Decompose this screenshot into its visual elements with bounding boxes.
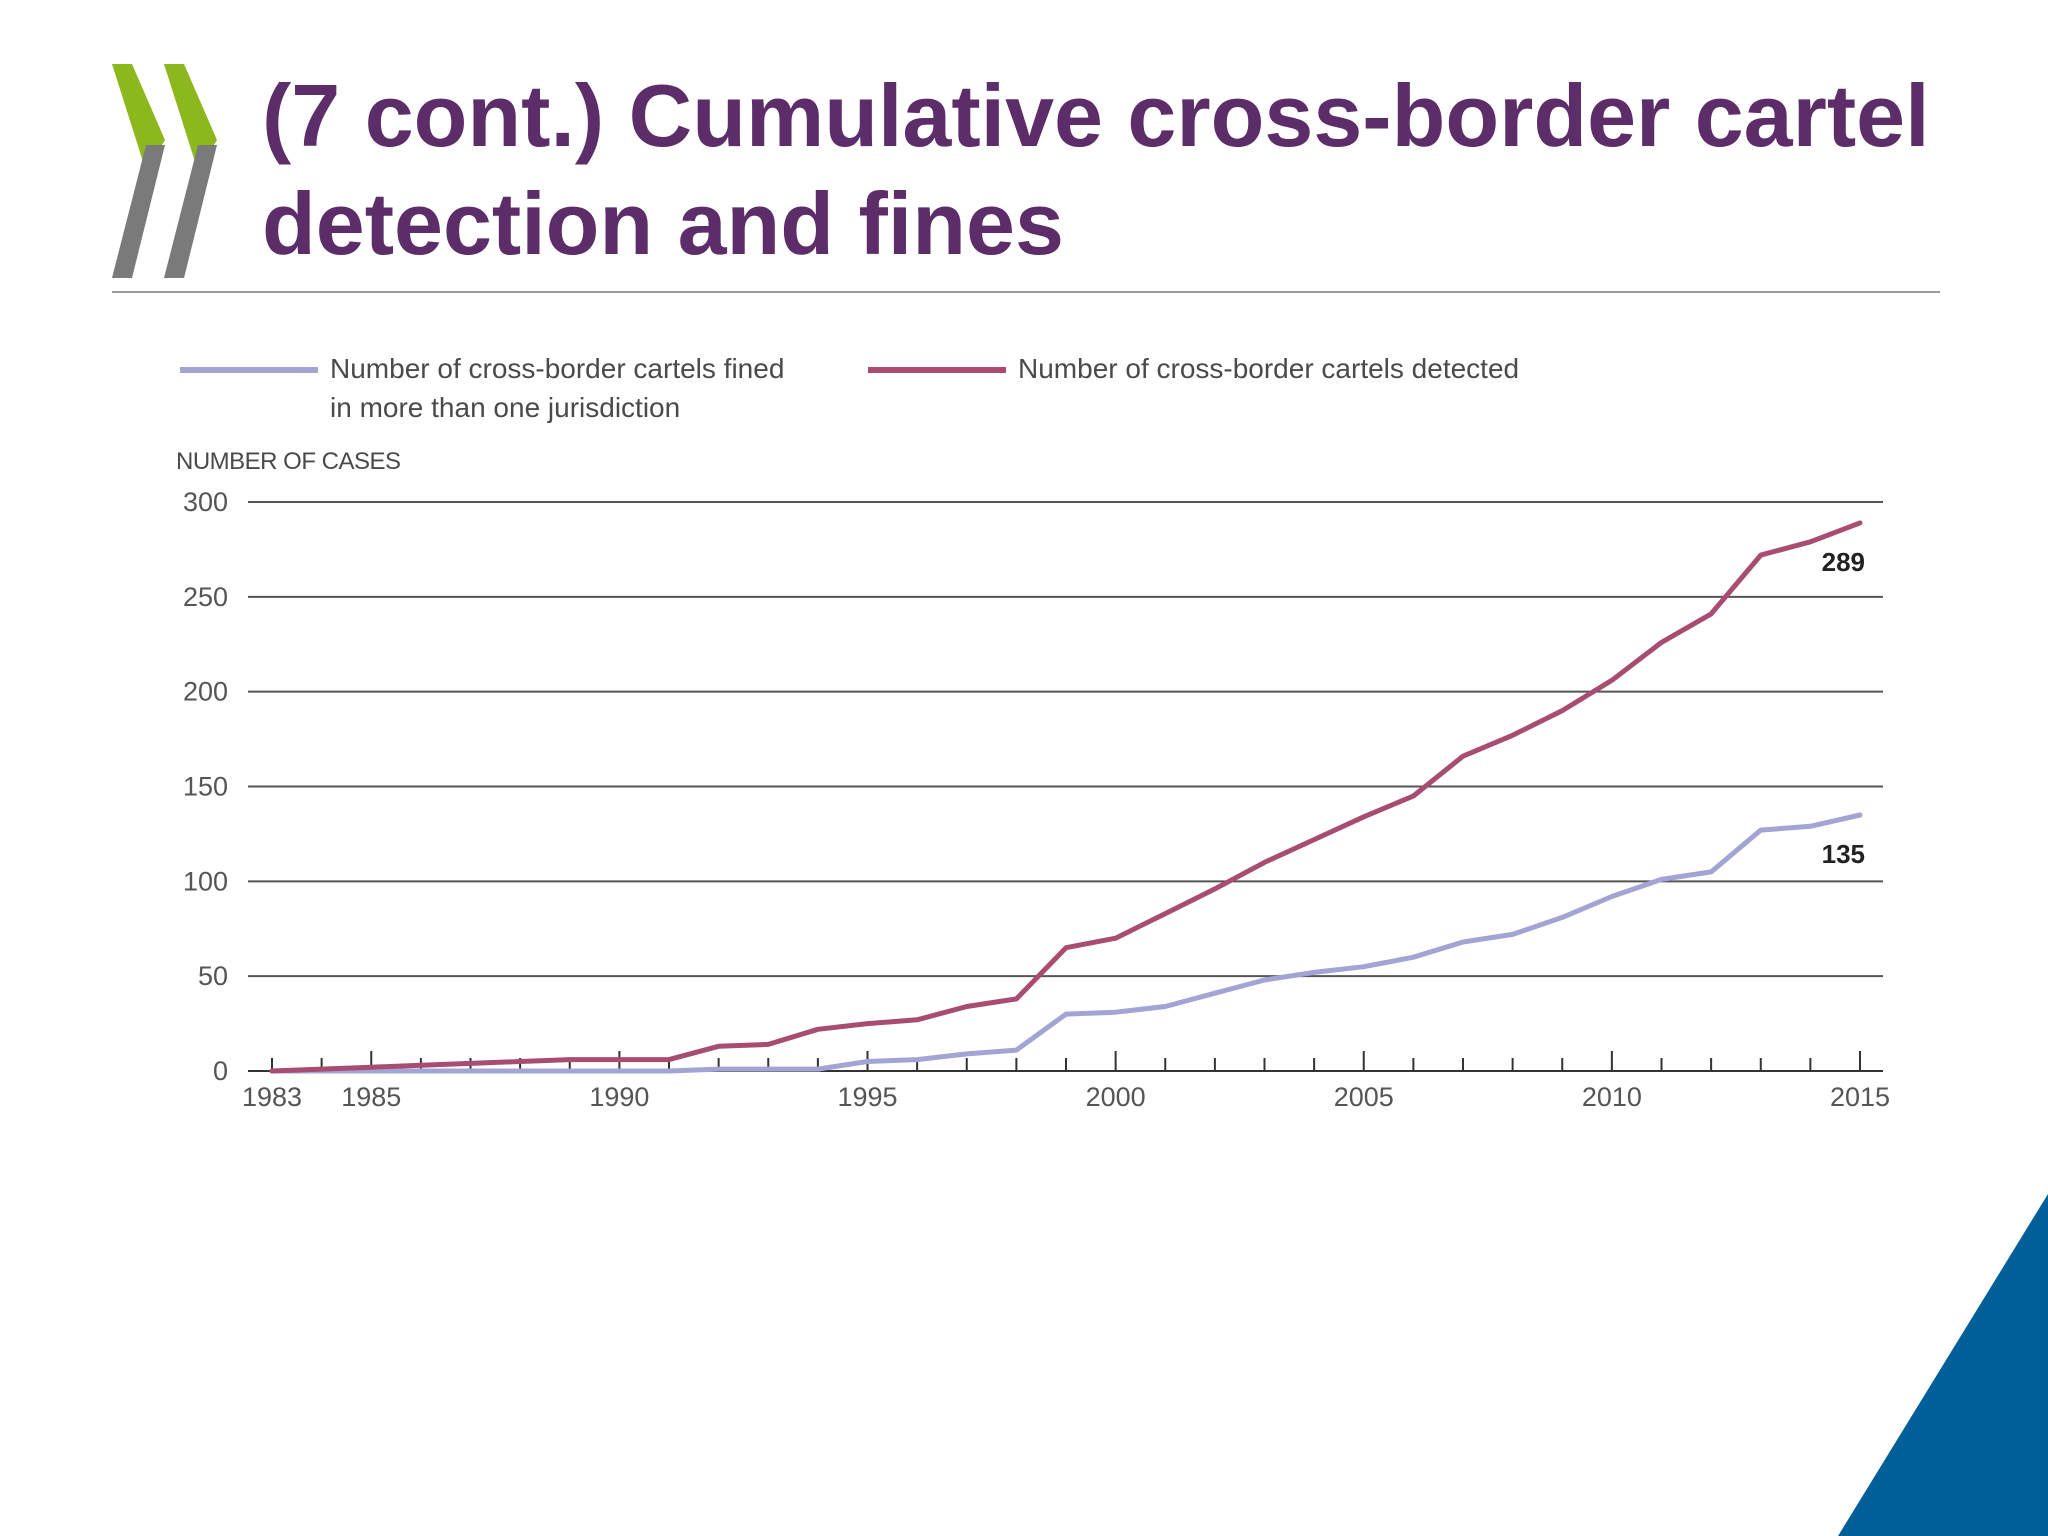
title-divider (112, 291, 1940, 293)
legend-label-0-1: in more than one jurisdiction (330, 392, 680, 423)
legend-label-1-0: Number of cross-border cartels detected (1018, 353, 1519, 384)
chevron-green-2 (164, 64, 217, 171)
y-tick-label-300: 300 (183, 487, 228, 517)
end-label-0: 135 (1822, 839, 1865, 869)
x-tick-label-2005: 2005 (1334, 1082, 1394, 1112)
x-tick-label-1983: 1983 (242, 1082, 302, 1112)
legend-label-0-0: Number of cross-border cartels fined (330, 353, 784, 384)
x-tick-label-2010: 2010 (1582, 1082, 1642, 1112)
y-tick-label-100: 100 (183, 866, 228, 896)
end-labels: 135 289 (1822, 547, 1865, 869)
x-axis: 1983 1985 1990 1995 2000 2005 2010 2015 (242, 1051, 1890, 1112)
series-line-1 (269, 520, 1863, 1074)
series-lines (269, 520, 1863, 1074)
y-tick-label-250: 250 (183, 582, 228, 612)
chevron-green-1 (112, 64, 165, 171)
x-tick-label-2000: 2000 (1086, 1082, 1146, 1112)
x-tick-label-1985: 1985 (341, 1082, 401, 1112)
chevron-grey-2 (164, 145, 217, 278)
chevron-grey-1 (112, 145, 165, 278)
x-tick-label-2015: 2015 (1830, 1082, 1890, 1112)
y-tick-label-50: 50 (198, 961, 228, 991)
slide-title: (7 cont.) Cumulative cross-border cartel… (262, 66, 1930, 273)
y-axis-label: NUMBER OF CASES (176, 448, 401, 475)
end-label-1: 289 (1822, 547, 1865, 577)
x-tick-label-1995: 1995 (837, 1082, 897, 1112)
y-tick-label-0: 0 (213, 1056, 228, 1086)
x-tick-label-1990: 1990 (589, 1082, 649, 1112)
y-tick-label-150: 150 (183, 772, 228, 802)
y-tick-labels: 0 50 100 150 200 250 300 (183, 487, 228, 1086)
y-tick-label-200: 200 (183, 677, 228, 707)
chart-legend: Number of cross-border cartels fined in m… (180, 353, 1519, 423)
series-line-0 (269, 812, 1863, 1074)
